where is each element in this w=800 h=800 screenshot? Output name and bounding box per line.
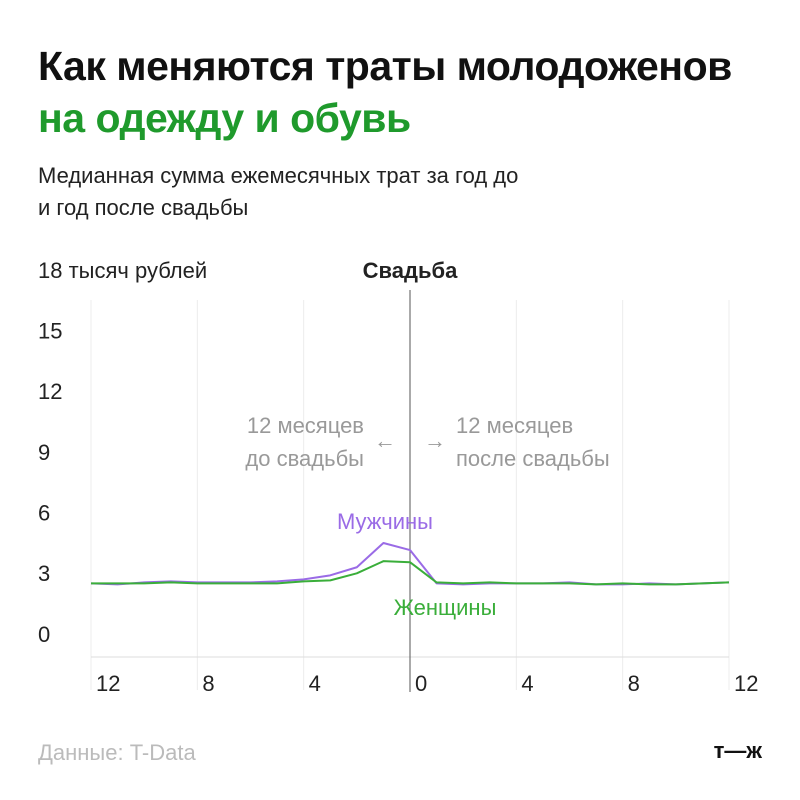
series-label: Женщины (394, 595, 497, 620)
y-tick-label: 18 тысяч рублей (38, 258, 207, 283)
x-tick-label: 0 (415, 671, 427, 696)
subtitle: Медианная сумма ежемесячных трат за год … (38, 163, 519, 220)
y-tick-label: 6 (38, 500, 50, 525)
y-tick-label: 15 (38, 318, 62, 343)
title-main: Как меняются траты молодоженов (38, 43, 732, 89)
x-tick-label: 4 (309, 671, 321, 696)
annotation-arrow: ← (374, 428, 396, 453)
x-tick-label: 8 (628, 671, 640, 696)
x-tick-label: 4 (521, 671, 533, 696)
x-tick-label: 12 (734, 671, 758, 696)
y-tick-label: 3 (38, 561, 50, 586)
y-tick-label: 12 (38, 379, 62, 404)
annotation-line: до свадьбы (245, 446, 364, 471)
annotation-line: после свадьбы (456, 446, 610, 471)
y-tick-label: 9 (38, 440, 50, 465)
logo: т—ж (714, 738, 763, 763)
title: Как меняются траты молодоженов на одежду… (38, 40, 778, 144)
title-highlight: на одежду и обувь (38, 95, 411, 141)
annotation-line: 12 месяцев (456, 413, 573, 438)
annotation-line: 12 месяцев (247, 413, 364, 438)
event-label: Свадьба (363, 258, 458, 283)
x-tick-label: 8 (202, 671, 214, 696)
y-tick-label: 0 (38, 622, 50, 647)
source: Данные: T-Data (38, 740, 196, 765)
series-line (90, 541, 730, 586)
x-tick-label: 12 (96, 671, 120, 696)
annotation-arrow: → (424, 428, 446, 453)
series-label: Мужчины (337, 509, 433, 534)
series-line (91, 560, 730, 586)
